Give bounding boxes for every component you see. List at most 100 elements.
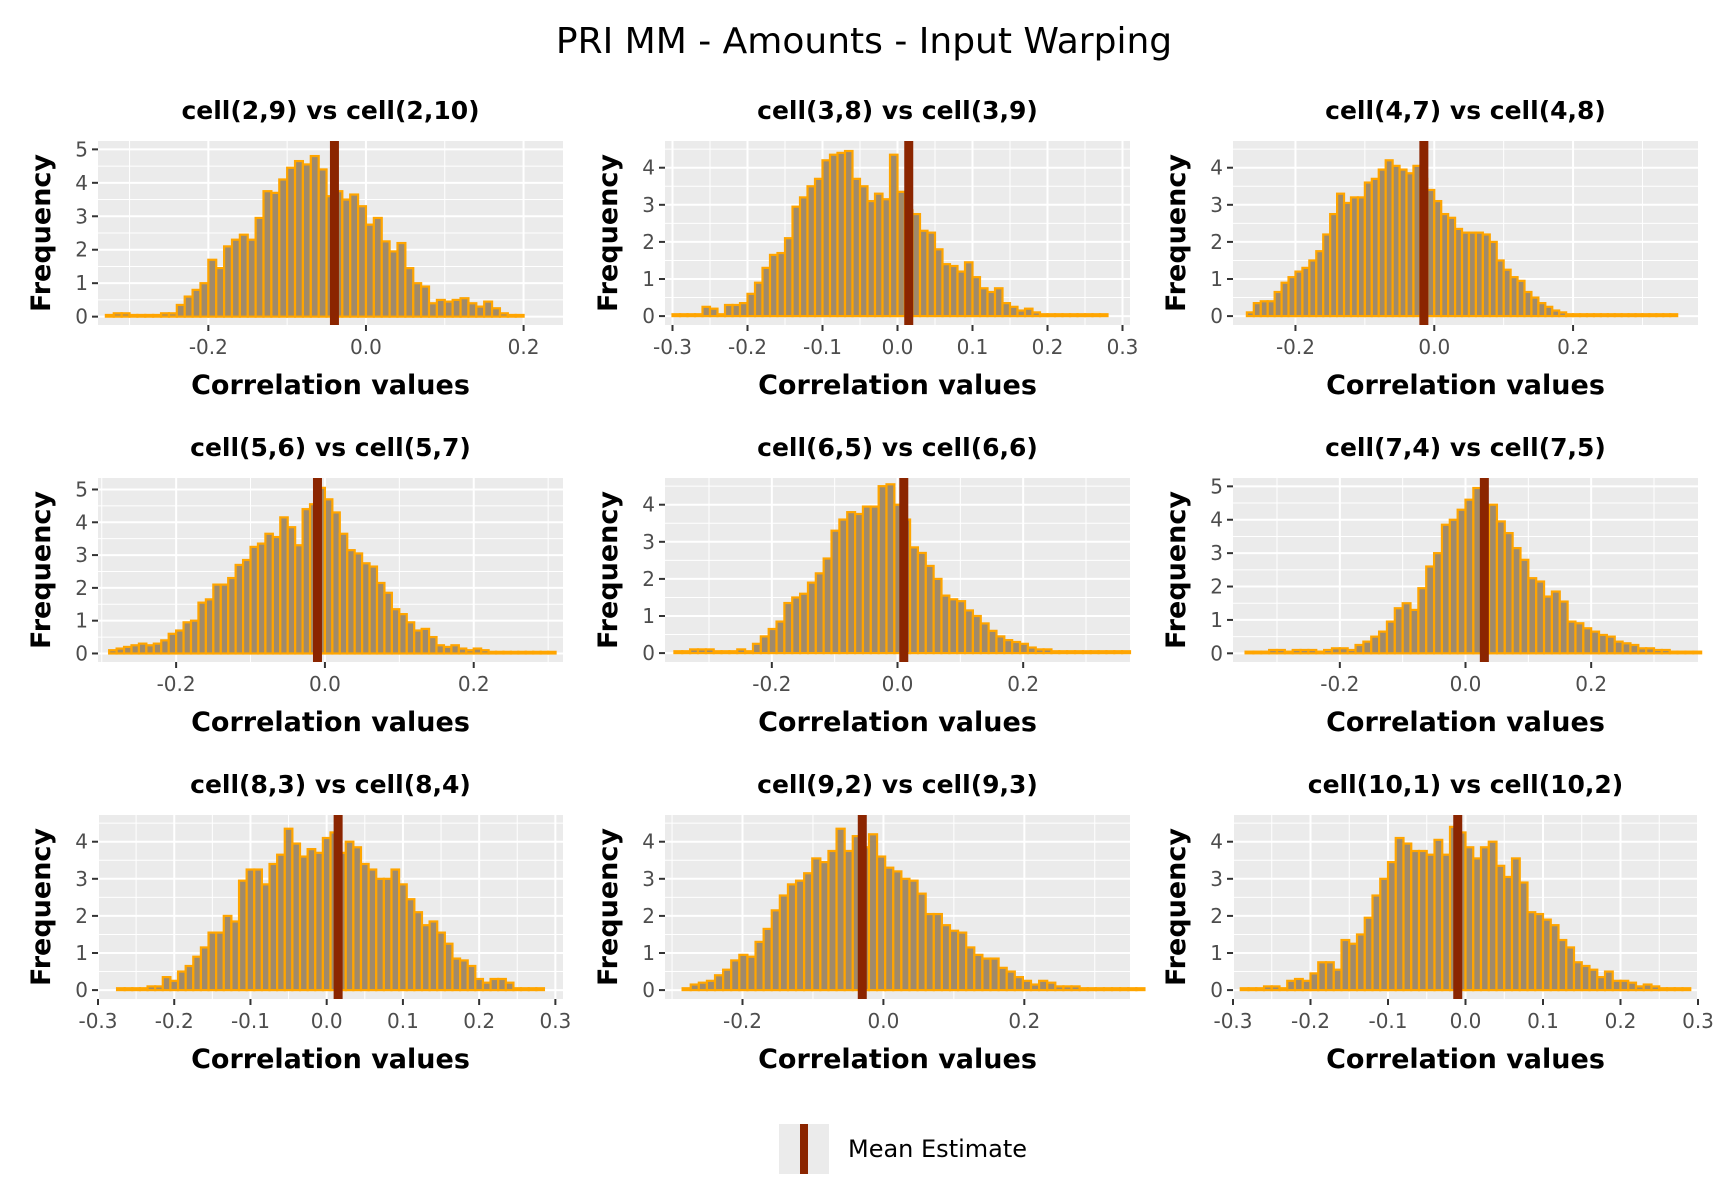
histogram-bar (184, 964, 195, 992)
histogram-bar (405, 898, 416, 992)
histogram-bar (1102, 987, 1114, 992)
histogram-bar (1590, 630, 1601, 655)
histogram-bar (1535, 580, 1546, 655)
histogram-bar (1348, 942, 1359, 992)
histogram-bar (1330, 647, 1341, 655)
histogram-bar (987, 629, 998, 655)
histogram-bar (443, 300, 454, 318)
histogram-bar (120, 312, 131, 318)
histogram-bar (412, 282, 423, 318)
panel-title: cell(5,6) vs cell(5,7) (190, 433, 471, 462)
histogram-bar (152, 642, 163, 655)
histogram-bar (230, 920, 241, 992)
histogram-bar (738, 302, 749, 318)
histogram-panel-3: 0 1 2 3 4 -0.2 0.0 0.2 cell(4,7) vs cell(4,8) Cor… (1161, 96, 1698, 401)
histogram-bar (442, 645, 453, 655)
histogram-bar (301, 163, 312, 318)
histogram-bar (1409, 608, 1420, 655)
histogram-bar (888, 153, 899, 318)
histogram-bar (388, 250, 399, 318)
y-axis-label: Frequency (26, 154, 57, 312)
histogram-bar (1495, 520, 1506, 655)
histogram-bar (1105, 650, 1116, 655)
histogram-bar (1338, 647, 1349, 655)
histogram-bar (956, 600, 967, 655)
x-tick-label: 0.2 (508, 335, 540, 359)
histogram-bar (338, 532, 349, 655)
histogram-bar (1588, 968, 1599, 992)
histogram-bar (512, 987, 523, 992)
histogram-bar (1031, 311, 1042, 318)
y-tick-label: 2 (1210, 904, 1223, 928)
histogram-bar (435, 298, 446, 318)
histogram-bar (367, 868, 378, 992)
histogram-bar (535, 987, 546, 992)
histogram-bar (382, 877, 393, 992)
histogram-bar (751, 642, 762, 655)
histogram-bar (167, 632, 178, 655)
histogram-bar (270, 191, 281, 318)
histogram-bar (1371, 894, 1382, 992)
histogram-bar (436, 931, 446, 992)
histogram-bar (1417, 849, 1428, 992)
y-tick-label: 4 (1210, 508, 1223, 532)
histogram-bar (175, 629, 185, 655)
histogram-bar (1016, 309, 1027, 318)
histogram-bar (227, 576, 237, 655)
histogram-bar (398, 613, 408, 655)
histogram-bar (145, 644, 155, 655)
histogram-bar (1046, 313, 1057, 318)
histogram-bar (1410, 849, 1421, 992)
histogram-bar (948, 264, 959, 318)
histogram-bar (744, 650, 755, 655)
histogram-bar (1440, 523, 1451, 655)
histogram-bar (1549, 924, 1560, 992)
x-axis-label: Correlation values (758, 370, 1037, 401)
x-tick-label: 0.2 (458, 672, 490, 696)
histogram-bar (1597, 633, 1608, 655)
x-tick-label: 0.1 (387, 1009, 419, 1033)
histogram-bar (532, 650, 542, 655)
histogram-bar (869, 505, 880, 655)
histogram-bar (138, 987, 149, 992)
histogram-bar (331, 511, 341, 655)
histogram-bar (1479, 846, 1490, 992)
histogram-bar (527, 987, 538, 992)
y-tick-label: 1 (75, 609, 88, 633)
histogram-bar (963, 609, 975, 655)
histogram-bar (1596, 976, 1607, 992)
y-tick-label: 0 (1210, 304, 1223, 328)
x-tick-label: 0.0 (309, 672, 341, 696)
y-tick-label: 1 (642, 267, 655, 291)
y-tick-label: 3 (1210, 867, 1223, 891)
y-axis-label: Frequency (1161, 154, 1192, 312)
y-tick-label: 0 (75, 641, 88, 665)
figure-title: PRI MM - Amounts - Input Warping (556, 21, 1172, 62)
histogram-bar (368, 565, 379, 655)
histogram-bar (798, 196, 809, 318)
histogram-bar (1417, 587, 1428, 655)
panel-title: cell(9,2) vs cell(9,3) (757, 770, 1038, 799)
histogram-bar (956, 931, 968, 992)
histogram-bar (973, 953, 984, 992)
histogram-bar (1558, 600, 1569, 655)
histogram-bar (736, 648, 747, 655)
histogram-bar (1018, 642, 1029, 655)
histogram-bar (1629, 643, 1640, 655)
histogram-bar (1363, 916, 1374, 992)
histogram-bar (948, 929, 960, 992)
histogram-bar (1580, 964, 1591, 992)
x-axis-label: Correlation values (191, 707, 470, 738)
histogram-bar (199, 282, 210, 318)
histogram-bar (356, 205, 368, 318)
histogram-bar (380, 240, 391, 318)
histogram-bar (207, 258, 218, 318)
histogram-bar (364, 223, 375, 318)
histogram-bar (979, 622, 990, 655)
histogram-bar (466, 964, 477, 992)
histogram-bar (123, 987, 134, 992)
histogram-bar (1673, 987, 1684, 992)
histogram-bar (215, 931, 225, 992)
histogram-bar (1642, 983, 1653, 992)
histogram-bar (489, 977, 500, 992)
